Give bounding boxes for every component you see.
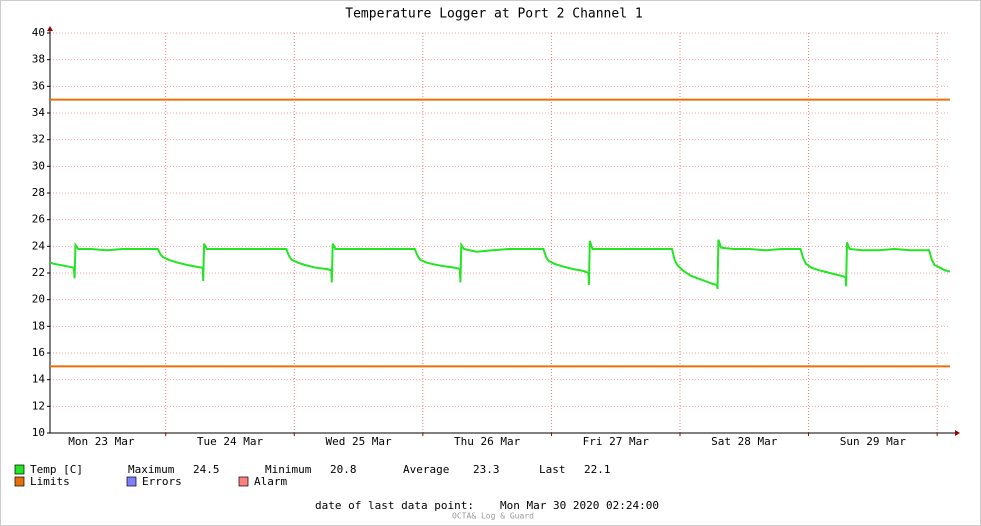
y-tick-label: 24 [32,239,46,252]
footer-value: Mon Mar 30 2020 02:24:00 [500,499,659,512]
watermark: OCTA& Log & Guard [452,512,534,521]
stat-label: Minimum [265,463,312,476]
y-tick-label: 36 [32,79,45,92]
stat-label: Maximum [128,463,175,476]
x-arrow [955,430,960,436]
y-tick-label: 40 [32,26,45,39]
x-tick-label: Tue 24 Mar [197,435,264,448]
y-tick-label: 28 [32,186,45,199]
x-tick-label: Sat 28 Mar [711,435,778,448]
stat-label: Average [403,463,449,476]
x-tick-label: Mon 23 Mar [68,435,135,448]
y-tick-label: 38 [32,53,45,66]
legend-swatch [14,476,25,487]
y-tick-label: 20 [32,293,45,306]
stat-value: 23.3 [473,463,500,476]
y-tick-label: 22 [32,266,45,279]
y-tick-label: 16 [32,346,45,359]
y-tick-label: 30 [32,159,45,172]
y-tick-label: 10 [32,426,45,439]
legend-label: Limits [30,475,70,488]
y-tick-label: 12 [32,399,45,412]
x-tick-label: Thu 26 Mar [454,435,521,448]
legend-swatch [14,464,25,475]
legend-label: Alarm [254,475,287,488]
x-tick-label: Wed 25 Mar [325,435,392,448]
legend-label: Errors [142,475,182,488]
x-tick-label: Fri 27 Mar [583,435,650,448]
stat-value: 24.5 [193,463,220,476]
stat-value: 22.1 [584,463,611,476]
stat-value: 20.8 [330,463,357,476]
footer-label: date of last data point: [315,499,474,512]
legend-label: Temp [C] [30,463,83,476]
y-tick-label: 32 [32,133,45,146]
y-tick-label: 26 [32,213,45,226]
x-tick-label: Sun 29 Mar [840,435,907,448]
y-tick-label: 34 [32,106,46,119]
y-tick-label: 18 [32,319,45,332]
chart-title: Temperature Logger at Port 2 Channel 1 [345,7,642,22]
data-line [49,239,951,290]
legend-swatch [126,476,137,487]
y-tick-label: 14 [32,373,46,386]
legend-swatch [238,476,249,487]
y-arrow [47,26,53,31]
stat-label: Last [539,463,566,476]
